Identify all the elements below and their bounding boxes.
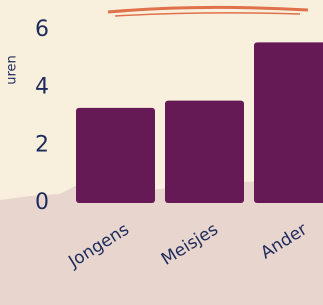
bar: [165, 101, 244, 203]
bar: [76, 108, 155, 203]
chart: uren 0246JongensMeisjesAnder: [0, 0, 323, 305]
y-tick-label: 4: [35, 75, 49, 100]
y-tick-label: 2: [35, 132, 49, 157]
y-tick-label: 6: [35, 17, 49, 42]
y-axis-label: uren: [5, 55, 20, 85]
bar: [254, 42, 323, 203]
y-tick-label: 0: [35, 190, 49, 215]
